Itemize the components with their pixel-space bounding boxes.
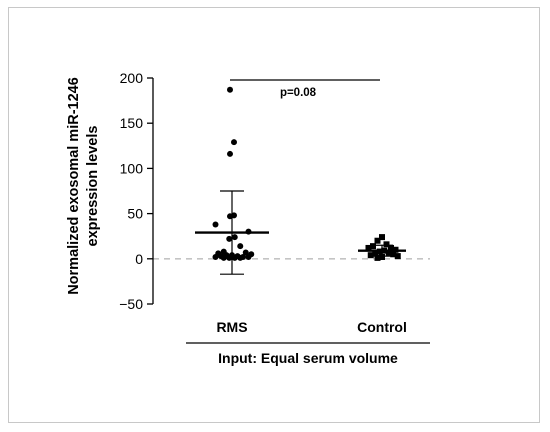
p-value-annotation: p=0.08 — [280, 87, 317, 99]
group-caption: Input: Equal serum volume — [218, 350, 398, 366]
rms-point-1 — [231, 139, 237, 146]
rms-point-22 — [226, 254, 233, 261]
y-axis-title: Normalized exosomal miR-1246 expression … — [66, 77, 101, 295]
rms-point-11 — [242, 249, 249, 256]
control-point-3 — [370, 243, 376, 250]
x-tick-label-control: Control — [357, 319, 407, 335]
control-point-10 — [372, 250, 379, 257]
control-point-15 — [374, 254, 381, 261]
y-tick-label-0: 0 — [135, 251, 143, 267]
y-tick-label-200: 200 — [120, 70, 144, 86]
y-tick-label-50: 50 — [127, 206, 143, 222]
control-point-14 — [379, 253, 385, 260]
rms-point-19 — [212, 253, 219, 260]
plot-area: −50 0 50 100 150 200 — [119, 70, 430, 312]
rms-point-23 — [237, 254, 244, 261]
figure-frame — [8, 7, 540, 423]
control-point-4 — [388, 244, 394, 251]
control-point-11 — [390, 251, 397, 258]
control-point-9 — [385, 249, 392, 256]
control-point-0 — [379, 234, 385, 241]
y-axis-title-line-1: Normalized exosomal miR-1246 — [66, 77, 82, 295]
rms-point-24 — [220, 254, 227, 261]
rms-point-5 — [212, 221, 219, 228]
control-point-12 — [367, 252, 374, 259]
x-tick-label-rms: RMS — [216, 319, 247, 335]
y-tick-label-100: 100 — [120, 160, 144, 176]
control-point-1 — [374, 237, 381, 244]
rms-point-7 — [231, 234, 238, 241]
rms-point-9 — [237, 243, 244, 250]
control-point-5 — [365, 244, 372, 251]
rms-point-0 — [227, 86, 233, 93]
rms-point-2 — [227, 150, 233, 157]
y-tick-label--50: −50 — [119, 296, 143, 312]
rms-point-8 — [226, 235, 233, 242]
control-point-13 — [394, 253, 401, 260]
y-tick-label-150: 150 — [120, 115, 144, 131]
control-point-2 — [383, 241, 390, 248]
rms-point-21 — [231, 254, 238, 261]
rms-point-20 — [245, 253, 252, 260]
y-axis-title-line-2: expression levels — [85, 126, 101, 247]
